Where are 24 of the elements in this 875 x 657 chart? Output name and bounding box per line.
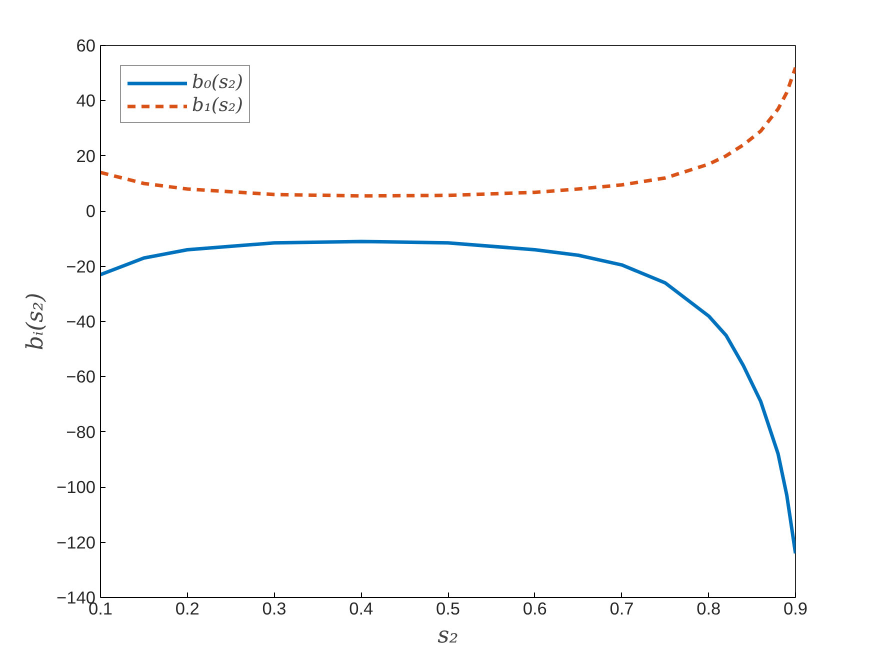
y-tick-label: 40 <box>76 90 96 111</box>
legend-label: b₀(s₂) <box>192 72 244 93</box>
x-tick-label: 0.3 <box>262 598 286 618</box>
x-tick-label: 0.7 <box>610 598 634 618</box>
y-tick-label: −40 <box>66 312 96 332</box>
x-tick-label: 0.6 <box>522 598 547 618</box>
y-tick-label: −20 <box>66 256 96 276</box>
y-axis-title: bᵢ(s₂) <box>22 292 48 350</box>
line-series <box>100 66 796 198</box>
x-tick-label: 0.9 <box>783 598 808 618</box>
y-tick-label: 60 <box>76 36 96 56</box>
legend-label: b₁(s₂) <box>192 95 244 116</box>
line-series <box>100 240 796 556</box>
y-tick-label: −60 <box>66 366 96 387</box>
x-tick-label: 0.5 <box>436 598 460 618</box>
y-tick-label: −120 <box>56 532 96 552</box>
x-tick-label: 0.4 <box>349 598 374 618</box>
y-tick-label: −100 <box>56 477 96 498</box>
y-tick-label: 20 <box>76 146 96 166</box>
x-tick-label: 0.2 <box>175 598 200 618</box>
y-tick-label: 0 <box>86 201 96 222</box>
y-tick-label: −80 <box>66 422 96 442</box>
x-axis-title: s₂ <box>438 622 458 648</box>
x-tick-label: 0.8 <box>696 598 721 618</box>
